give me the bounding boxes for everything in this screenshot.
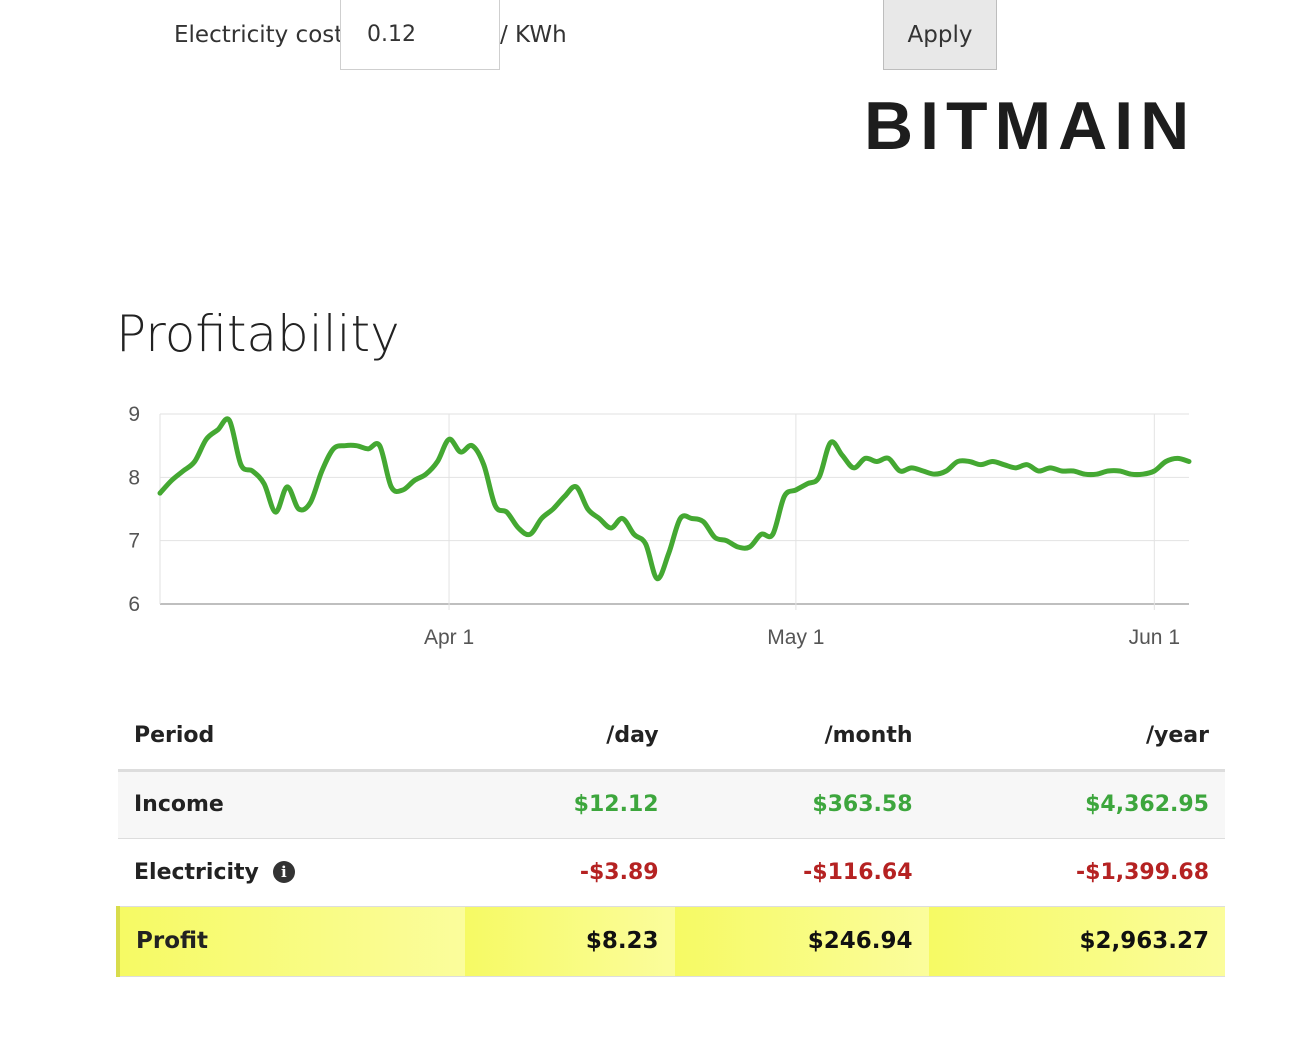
- y-tick-label: 9: [128, 403, 140, 426]
- info-icon[interactable]: i: [272, 860, 295, 883]
- electricity-row: Electricity i -$3.89 -$116.64 -$1,399.68: [118, 838, 1225, 907]
- y-tick-label: 7: [128, 530, 140, 553]
- income-year: $4,362.95: [928, 770, 1225, 839]
- income-day: $12.12: [464, 770, 675, 839]
- header-year: /year: [928, 702, 1225, 772]
- profit-year: $2,963.27: [928, 906, 1225, 977]
- x-tick-label: May 1: [767, 626, 824, 649]
- header-day: /day: [464, 702, 675, 772]
- header-month: /month: [674, 702, 929, 772]
- income-row: Income $12.12 $363.58 $4,362.95: [118, 770, 1225, 839]
- x-tick-label: Jun 1: [1129, 626, 1180, 649]
- y-tick-label: 6: [128, 593, 140, 616]
- x-tick-label: Apr 1: [424, 626, 474, 649]
- profitability-table: Period /day /month /year Income $12.12 $…: [116, 702, 1225, 977]
- profit-day: $8.23: [464, 906, 675, 977]
- electricity-month: -$116.64: [674, 838, 929, 907]
- electricity-day: -$3.89: [464, 838, 675, 907]
- electricity-cost-label: Electricity cost: [174, 22, 344, 48]
- y-tick-label: 8: [128, 466, 140, 489]
- electricity-year: -$1,399.68: [928, 838, 1225, 907]
- apply-button[interactable]: Apply: [883, 0, 997, 70]
- profit-label: Profit: [116, 906, 465, 977]
- income-label: Income: [118, 770, 465, 839]
- profitability-chart: 6 7 8 9 Apr 1 May 1 Jun 1: [128, 403, 1192, 649]
- profit-month: $246.94: [674, 906, 929, 977]
- bitmain-logo: BITMAIN: [864, 88, 1197, 164]
- electricity-unit-label: / KWh: [500, 22, 567, 48]
- page-title: Profitability: [116, 305, 400, 363]
- table-header-row: Period /day /month /year: [118, 702, 1225, 772]
- electricity-cost-input[interactable]: [340, 0, 500, 70]
- header-period: Period: [118, 702, 465, 772]
- profit-row: Profit $8.23 $246.94 $2,963.27: [116, 906, 1225, 977]
- income-month: $363.58: [674, 770, 929, 839]
- electricity-label: Electricity: [134, 859, 259, 885]
- electricity-label-cell: Electricity i: [118, 838, 465, 907]
- profit-series-line: [157, 416, 1192, 582]
